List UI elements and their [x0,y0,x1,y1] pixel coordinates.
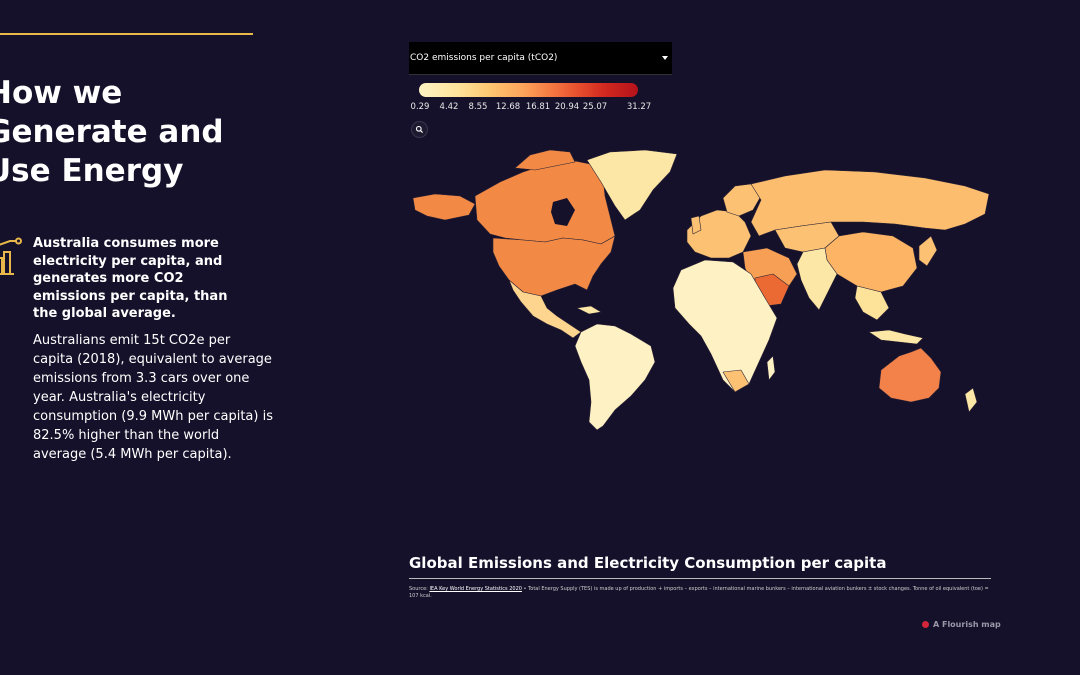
legend-tick: 4.42 [439,102,459,112]
legend-tick: 0.29 [410,102,430,112]
color-scale-bar [419,83,638,97]
legend-tick: 25.07 [582,102,608,112]
metric-dropdown-value: CO2 emissions per capita (tCO2) [410,53,558,63]
map-region-arctic-islands[interactable] [514,149,576,171]
map-region-australia[interactable] [878,347,942,403]
source-link[interactable]: IEA Key World Energy Statistics 2020 [429,586,522,592]
legend-tick: 16.81 [525,102,551,112]
map-region-mexico[interactable] [508,279,582,339]
page-title: How we Generate and Use Energy [0,75,224,189]
source-label: Source: [409,586,430,592]
map-region-south-africa[interactable] [722,369,750,393]
map-region-greenland[interactable] [586,149,678,221]
accent-divider [0,33,253,35]
map-water-hudson-bay [551,198,575,226]
world-map[interactable] [405,140,995,440]
map-region-scandinavia[interactable] [722,183,762,217]
map-region-usa[interactable] [492,235,616,297]
map-region-europe[interactable] [686,209,752,259]
source-note: Source: IEA Key World Energy Statistics … [409,586,991,600]
legend-tick: 8.55 [468,102,488,112]
map-region-southeast-asia[interactable] [854,285,890,321]
metric-dropdown[interactable]: CO2 emissions per capita (tCO2) [409,42,672,75]
map-region-new-zealand[interactable] [964,387,978,413]
map-region-south-america[interactable] [574,323,656,431]
map-region-india[interactable] [796,247,838,311]
map-region-uk[interactable] [690,215,702,235]
map-region-japan[interactable] [918,235,938,267]
map-region-canada[interactable] [474,159,616,245]
story-panel: How we Generate and Use Energy Australia… [0,0,280,675]
legend-tick: 20.94 [554,102,580,112]
title-divider [409,578,991,579]
map-region-madagascar[interactable] [766,355,776,381]
map-region-alaska[interactable] [412,193,476,221]
map-region-caribbean[interactable] [576,305,602,315]
map-title: Global Emissions and Electricity Consump… [409,554,887,572]
flourish-credit-label: A Flourish map [933,620,1001,629]
flourish-logo-icon [922,621,929,628]
caret-down-icon [662,56,668,60]
flourish-credit-link[interactable]: A Flourish map [922,620,1001,629]
map-region-russia[interactable] [750,169,990,237]
highlight-text: Australia consumes more electricity per … [33,236,228,321]
color-scale-labels: 0.29 4.42 8.55 12.68 16.81 20.94 25.07 3… [409,102,659,114]
source-text: • Total Energy Supply (TES) is made up o… [409,586,989,599]
search-icon [415,125,424,134]
map-region-china[interactable] [824,231,918,293]
zoom-button[interactable] [411,121,428,138]
map-region-indonesia[interactable] [868,329,924,345]
body-text: Australians emit 15t CO2e per capita (20… [33,333,273,462]
legend-tick: 31.27 [626,102,652,112]
bar-chart-icon [0,237,22,275]
legend-tick: 12.68 [495,102,521,112]
